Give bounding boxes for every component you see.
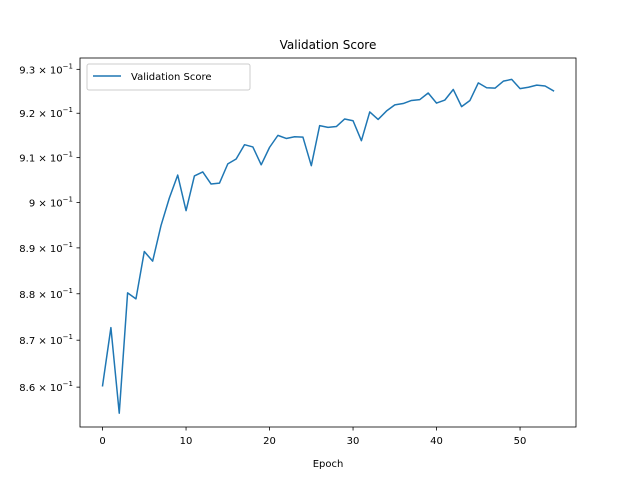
x-tick-label: 0: [99, 436, 105, 447]
x-tick-label: 40: [430, 436, 443, 447]
y-tick-label: 8.9 × 10−1: [19, 241, 73, 255]
y-tick-label: 8.8 × 10−1: [19, 287, 73, 301]
y-tick-label: 8.7 × 10−1: [19, 333, 73, 347]
legend-box: [86, 63, 251, 91]
x-tick-label: 20: [263, 436, 276, 447]
x-tick-label: 30: [347, 436, 360, 447]
y-tick-label: 9 × 10−1: [29, 196, 73, 210]
y-tick-label: 9.2 × 10−1: [19, 106, 73, 120]
x-axis-title: Epoch: [313, 459, 344, 470]
chart-title: Validation Score: [280, 38, 377, 52]
axes-frame: [79, 57, 577, 428]
legend: Validation Score: [86, 63, 251, 91]
legend-label: Validation Score: [131, 72, 212, 83]
y-tick-label: 9.3 × 10−1: [19, 62, 73, 76]
plot-area: 0 10 20 30 40 50 8.6 × 10−1 8.7 × 10−1 8.8 × 10−…: [19, 57, 577, 447]
y-tick-label: 8.6 × 10−1: [19, 380, 73, 394]
x-tick-label: 10: [180, 436, 193, 447]
x-tick-label: 50: [514, 436, 527, 447]
series-line-validation-score: [101, 78, 555, 414]
y-tick-label: 9.1 × 10−1: [19, 151, 73, 165]
